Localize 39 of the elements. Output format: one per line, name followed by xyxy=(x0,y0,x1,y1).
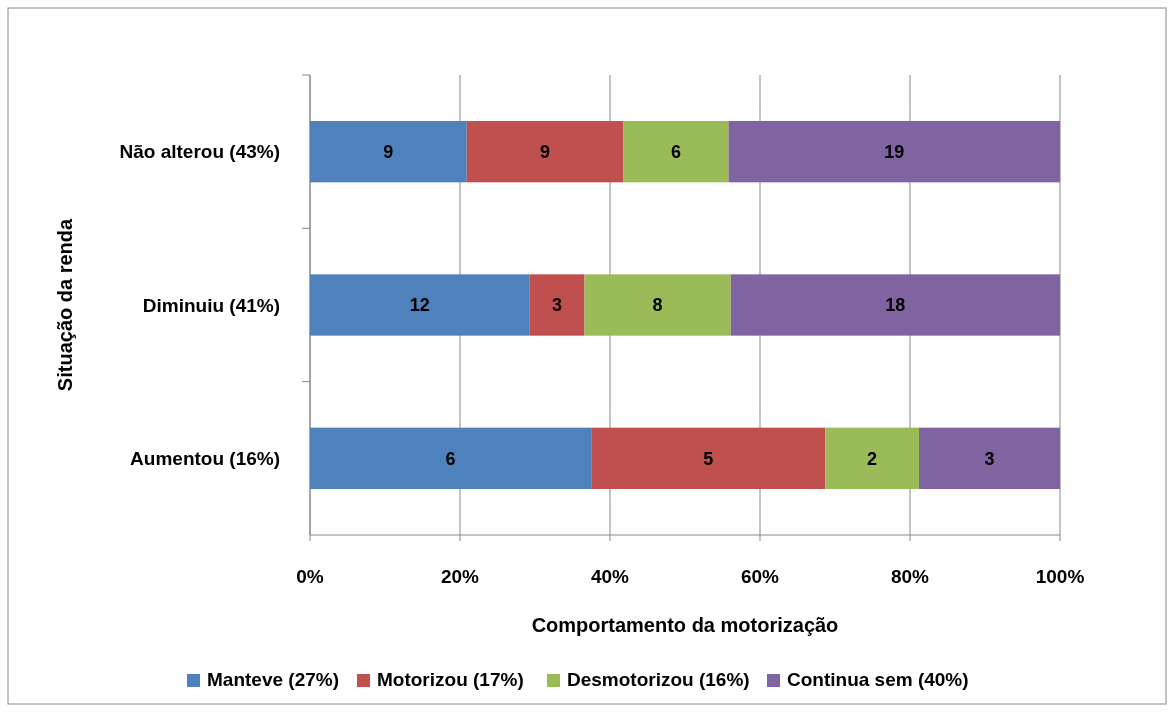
annotation: 5 xyxy=(703,448,714,469)
bar xyxy=(310,274,530,336)
x-tick-label: 80% xyxy=(890,566,930,587)
bar xyxy=(310,121,467,183)
bar xyxy=(730,274,1060,336)
annotation: 3 xyxy=(984,448,995,469)
bar xyxy=(584,274,731,336)
x-tick-label: 40% xyxy=(590,566,630,587)
annotation: 2 xyxy=(867,448,878,469)
annotation: 19 xyxy=(884,141,905,162)
bar xyxy=(591,427,826,489)
annotation: 6 xyxy=(670,141,682,162)
bar xyxy=(529,274,585,336)
bar xyxy=(919,427,1060,489)
annotation: 3 xyxy=(552,295,563,316)
x-tick-label: 60% xyxy=(740,566,780,587)
annotation: 6 xyxy=(445,448,456,469)
bar xyxy=(466,121,624,183)
x-axis-title: Comportamento da motorização xyxy=(531,614,839,636)
y-tick-label: Diminuiu (41%) xyxy=(142,294,280,316)
x-tick-label: 20% xyxy=(440,566,480,587)
annotation: 8 xyxy=(652,295,663,316)
x-tick-label: 0% xyxy=(296,566,324,587)
x-tick-label: 100% xyxy=(1035,566,1085,587)
bar xyxy=(623,121,729,183)
legend-label: Desmotorizou (16%) xyxy=(567,669,750,690)
annotation: 9 xyxy=(383,141,394,162)
bar xyxy=(728,121,1060,183)
annotation: 18 xyxy=(885,295,906,316)
y-tick-label: Aumentou (16%) xyxy=(130,447,280,469)
legend-label: Continua sem (40%) xyxy=(787,669,969,690)
legend-label: Motorizou (17%) xyxy=(377,669,524,690)
y-axis-title: Situação da renda xyxy=(54,217,76,392)
legend-label: Manteve (27%) xyxy=(207,669,339,690)
bar xyxy=(825,427,919,489)
y-tick-label: Não alterou (43%) xyxy=(119,141,280,163)
annotation: 9 xyxy=(540,141,551,162)
annotation: 12 xyxy=(409,295,430,316)
bar xyxy=(310,427,592,489)
